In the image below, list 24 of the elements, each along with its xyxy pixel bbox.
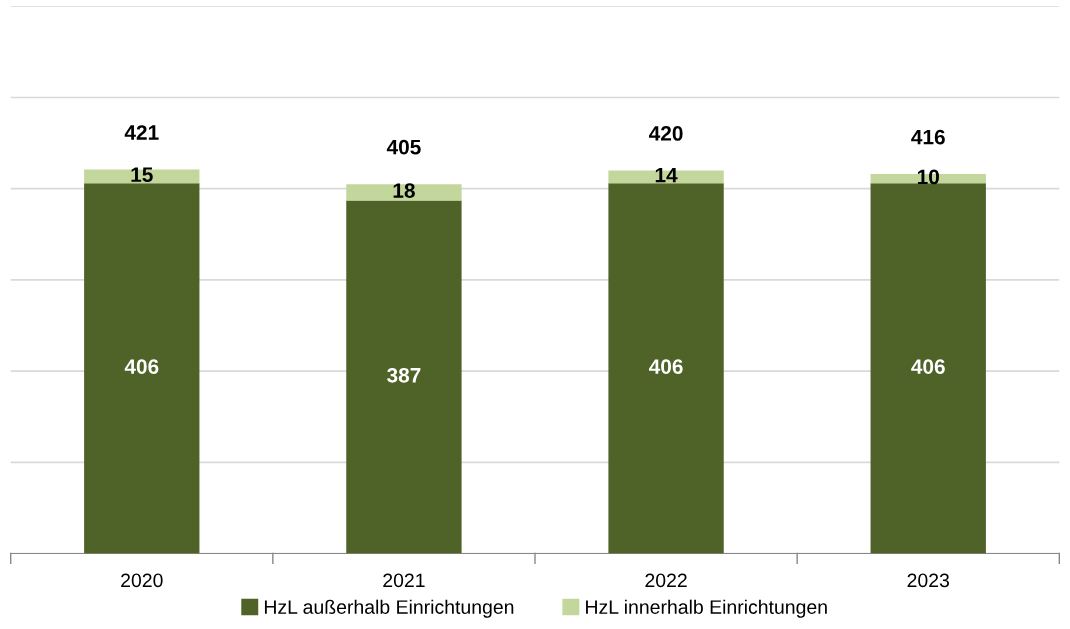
legend-label: HzL außerhalb Einrichtungen [264,599,514,618]
total-label: 416 [911,129,945,145]
legend-label: HzL innerhalb Einrichtungen [586,599,827,618]
x-tick-label: 2021 [383,573,425,588]
x-tick-label: 2023 [907,573,949,588]
total-label: 421 [124,125,159,140]
x-tick-label: 2020 [121,573,163,588]
data-label: 406 [124,359,159,374]
data-label: 406 [649,359,683,374]
bar [84,183,200,554]
bar [346,184,462,201]
data-label: 10 [917,169,939,185]
total-label: 420 [649,126,683,141]
bar [346,200,462,554]
bar [608,183,724,554]
bar [870,183,986,554]
data-label: 406 [911,359,945,374]
data-label: 14 [655,167,678,183]
bar [608,170,724,184]
data-label: 18 [393,183,415,198]
total-label: 405 [386,139,421,155]
x-tick-label: 2022 [645,573,687,588]
data-label: 15 [131,167,153,182]
data-label: 387 [387,367,421,383]
